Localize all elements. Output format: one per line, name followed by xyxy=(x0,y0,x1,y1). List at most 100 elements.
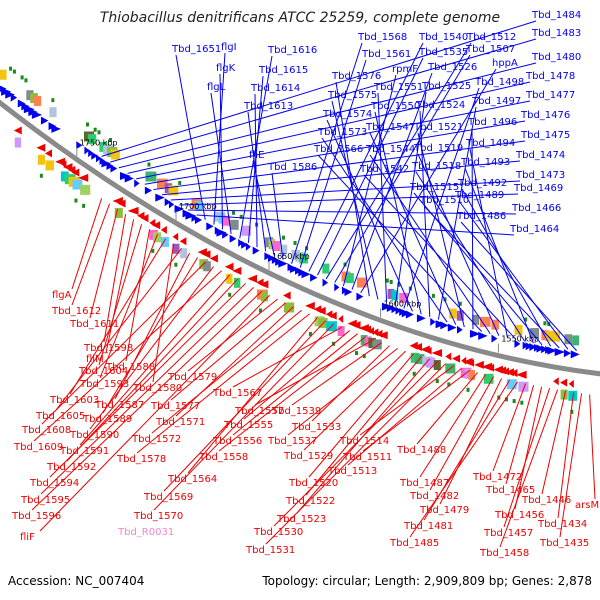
forward-gene-label[interactable]: Tbd_1478 xyxy=(525,71,575,82)
forward-gene-label[interactable]: Tbd_1524 xyxy=(415,100,465,111)
reverse-gene-label[interactable]: arsM xyxy=(575,500,599,511)
reverse-gene-label[interactable]: Tbd_1457 xyxy=(483,528,533,539)
forward-gene-label[interactable]: Tbd_1483 xyxy=(531,28,581,39)
reverse-gene-label[interactable]: Tbd_1479 xyxy=(419,505,469,516)
reverse-gene-label[interactable]: Tbd_1589 xyxy=(82,414,132,425)
reverse-gene-label[interactable]: Tbd_1564 xyxy=(167,474,217,485)
reverse-gene-label[interactable]: Tbd_1446 xyxy=(521,495,571,506)
reverse-gene-label[interactable]: Tbd_1580 xyxy=(132,383,182,394)
reverse-gene-label[interactable]: Tbd_1598 xyxy=(83,343,133,354)
forward-gene-label[interactable]: Tbd_1518 xyxy=(411,161,461,172)
reverse-gene-label[interactable]: Tbd_1588 xyxy=(105,362,155,373)
forward-gene-label[interactable]: Tbd_1550 xyxy=(370,101,420,112)
reverse-gene-label[interactable]: Tbd_1488 xyxy=(396,445,446,456)
reverse-gene-label[interactable]: Tbd_1577 xyxy=(150,401,200,412)
reverse-gene-label[interactable]: Tbd_1558 xyxy=(198,452,248,463)
reverse-gene-label[interactable]: Tbd_1579 xyxy=(167,372,217,383)
forward-gene-label[interactable]: Tbd_1494 xyxy=(465,138,515,149)
forward-gene-label[interactable]: Tbd_1496 xyxy=(467,117,517,128)
reverse-gene-label[interactable]: Tbd_1587 xyxy=(94,400,144,411)
forward-gene-label[interactable]: Tbd_1480 xyxy=(531,52,581,63)
reverse-gene-label[interactable]: Tbd_1481 xyxy=(403,521,453,532)
forward-gene-label[interactable]: Tbd_1525 xyxy=(421,81,471,92)
reverse-gene-label[interactable]: Tbd_1572 xyxy=(131,434,181,445)
reverse-gene-label[interactable]: Tbd_1592 xyxy=(46,462,96,473)
reverse-gene-label[interactable]: Tbd_1611 xyxy=(69,319,119,330)
reverse-gene-label[interactable]: Tbd_1520 xyxy=(288,478,338,489)
forward-gene-label[interactable]: Tbd_1615 xyxy=(258,65,308,76)
forward-gene-label[interactable]: hppA xyxy=(492,58,518,69)
reverse-gene-label[interactable]: Tbd_1456 xyxy=(494,510,544,521)
forward-gene-label[interactable]: Tbd_1576 xyxy=(331,71,381,82)
reverse-gene-label[interactable]: Tbd_1612 xyxy=(51,306,101,317)
reverse-gene-label[interactable]: Tbd_1465 xyxy=(485,485,535,496)
forward-gene-label[interactable]: Tbd_1515 xyxy=(409,182,459,193)
forward-gene-label[interactable]: Tbd_1521 xyxy=(413,122,463,133)
reverse-gene-label[interactable]: Tbd_1609 xyxy=(13,442,63,453)
forward-gene-label[interactable]: Tbd_1473 xyxy=(515,170,565,181)
forward-gene-label[interactable]: Tbd_1484 xyxy=(531,10,581,21)
forward-gene-label[interactable]: flgK xyxy=(216,63,236,74)
forward-gene-label[interactable]: Tbd_1575 xyxy=(327,90,377,101)
forward-gene-label[interactable]: Tbd_1512 xyxy=(466,32,516,43)
reverse-gene-label[interactable]: Tbd_1557 xyxy=(234,406,284,417)
reverse-gene-label[interactable]: Tbd_1596 xyxy=(11,511,61,522)
reverse-gene-label[interactable]: Tbd_1569 xyxy=(143,492,193,503)
forward-gene-label[interactable]: Tbd_1510 xyxy=(419,195,469,206)
reverse-gene-label[interactable]: fliF xyxy=(20,532,35,543)
forward-gene-label[interactable]: Tbd_1544 xyxy=(365,144,415,155)
reverse-gene-label[interactable]: Tbd_1485 xyxy=(389,538,439,549)
forward-gene-label[interactable]: Tbd_1547 xyxy=(365,122,415,133)
reverse-gene-label[interactable]: Tbd_1530 xyxy=(253,527,303,538)
forward-gene-label[interactable]: Tbd_1507 xyxy=(465,44,515,55)
forward-gene-label[interactable]: Tbd_1568 xyxy=(357,32,407,43)
reverse-gene-label[interactable]: Tbd_1567 xyxy=(212,388,262,399)
forward-gene-label[interactable]: Tbd_1469 xyxy=(513,183,563,194)
reverse-gene-label[interactable]: Tbd_1533 xyxy=(291,422,341,433)
forward-gene-label[interactable]: Tbd_1497 xyxy=(471,96,521,107)
reverse-gene-label[interactable]: Tbd_1578 xyxy=(116,454,166,465)
forward-gene-label[interactable]: Tbd_1566 xyxy=(313,144,363,155)
reverse-gene-label[interactable]: Tbd_1591 xyxy=(59,446,109,457)
forward-gene-label[interactable]: rpmF xyxy=(392,64,418,75)
reverse-gene-label[interactable]: Tbd_1531 xyxy=(245,545,295,556)
forward-gene-label[interactable]: Tbd_1616 xyxy=(267,45,317,56)
forward-gene-label[interactable]: Tbd_1486 xyxy=(456,211,506,222)
forward-gene-label[interactable]: Tbd_1477 xyxy=(525,90,575,101)
rna-gene-label[interactable]: Tbd_R0031 xyxy=(117,527,174,538)
forward-gene-label[interactable]: Tbd_1614 xyxy=(250,83,300,94)
forward-gene-label[interactable]: Tbd_1574 xyxy=(322,109,372,120)
forward-gene-label[interactable]: Tbd_1492 xyxy=(457,178,507,189)
forward-gene-label[interactable]: Tbd_1475 xyxy=(520,130,570,141)
reverse-gene-label[interactable]: Tbd_1556 xyxy=(212,436,262,447)
forward-gene-label[interactable]: Tbd_1586 xyxy=(267,162,317,173)
reverse-gene-label[interactable]: Tbd_1523 xyxy=(276,514,326,525)
reverse-gene-label[interactable]: Tbd_1590 xyxy=(69,430,119,441)
reverse-gene-label[interactable]: Tbd_1529 xyxy=(283,451,333,462)
forward-gene-label[interactable]: Tbd_1498 xyxy=(474,77,524,88)
reverse-gene-label[interactable]: Tbd_1571 xyxy=(155,417,205,428)
reverse-gene-label[interactable]: Tbd_1539 xyxy=(271,406,321,417)
forward-gene-label[interactable]: Tbd_1561 xyxy=(361,49,411,60)
forward-gene-label[interactable]: Tbd_1573 xyxy=(317,127,367,138)
reverse-gene-label[interactable]: Tbd_1593 xyxy=(79,379,129,390)
reverse-gene-label[interactable]: Tbd_1604 xyxy=(78,366,128,377)
forward-gene-label[interactable]: Tbd_1540 xyxy=(418,32,468,43)
reverse-gene-label[interactable]: Tbd_1570 xyxy=(133,511,183,522)
forward-gene-label[interactable]: Tbd_1466 xyxy=(511,203,561,214)
reverse-gene-label[interactable]: Tbd_1522 xyxy=(285,496,335,507)
forward-gene-label[interactable]: Tbd_1464 xyxy=(509,224,559,235)
reverse-gene-label[interactable]: Tbd_1605 xyxy=(35,411,85,422)
forward-gene-label[interactable]: Tbd_1474 xyxy=(515,150,565,161)
reverse-gene-label[interactable]: Tbd_1514 xyxy=(339,436,389,447)
reverse-gene-label[interactable]: Tbd_1594 xyxy=(29,478,79,489)
forward-gene-label[interactable]: Tbd_1542 xyxy=(359,164,409,175)
forward-gene-label[interactable]: Tbd_1519 xyxy=(413,143,463,154)
forward-gene-label[interactable]: Tbd_1493 xyxy=(460,157,510,168)
reverse-gene-label[interactable]: Tbd_1458 xyxy=(479,548,529,559)
reverse-gene-label[interactable]: Tbd_1482 xyxy=(409,491,459,502)
reverse-gene-label[interactable]: Tbd_1595 xyxy=(20,495,70,506)
forward-gene-label[interactable]: Tbd_1651 xyxy=(171,44,221,55)
forward-gene-label[interactable]: Tbd_1535 xyxy=(418,47,468,58)
reverse-gene-label[interactable]: Tbd_1434 xyxy=(537,519,587,530)
